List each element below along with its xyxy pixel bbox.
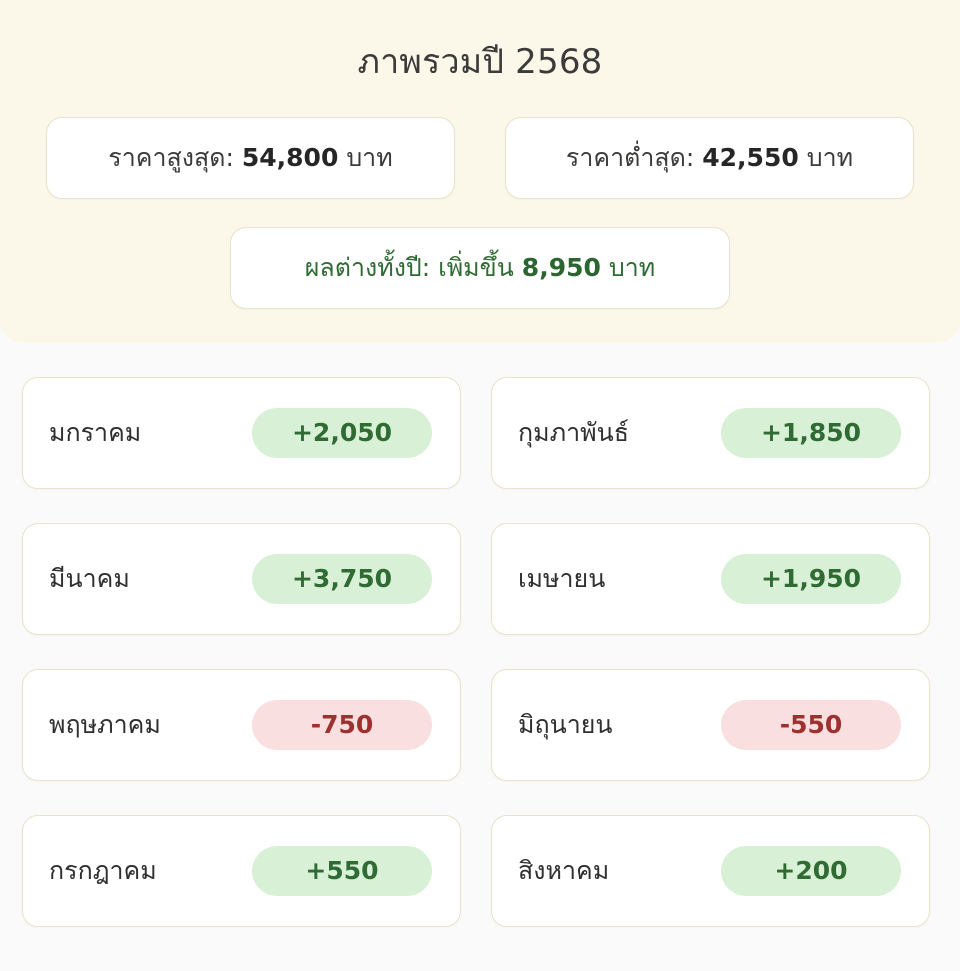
monthly-change-grid: มกราคม +2,050 กุมภาพันธ์ +1,850 มีนาคม +3,750… <box>0 343 960 927</box>
month-name-label: มีนาคม <box>49 563 130 593</box>
yearly-diff-label: ผลต่างทั้งปี: <box>304 252 431 282</box>
month-name-label: มกราคม <box>49 417 142 447</box>
month-card[interactable]: มิถุนายน -550 <box>491 668 930 781</box>
lowest-price-value: 42,550 <box>702 142 799 172</box>
yearly-diff-value: 8,950 <box>521 252 601 282</box>
month-change-badge: +550 <box>252 845 432 896</box>
month-name-label: กุมภาพันธ์ <box>518 417 629 447</box>
month-card[interactable]: พฤษภาคม -750 <box>22 668 461 781</box>
yearly-diff-direction: เพิ่มขึ้น <box>438 252 514 282</box>
lowest-price-card: ราคาต่ำสุด: 42,550 บาท <box>505 116 914 199</box>
stat-card-row: ราคาสูงสุด: 54,800 บาท ราคาต่ำสุด: 42,55… <box>0 116 960 199</box>
month-change-badge: +3,750 <box>252 553 432 604</box>
lowest-price-text: ราคาต่ำสุด: 42,550 บาท <box>566 138 853 178</box>
month-name-label: สิงหาคม <box>518 855 610 885</box>
highest-price-label: ราคาสูงสุด: <box>108 142 234 172</box>
yearly-diff-row: ผลต่างทั้งปี: เพิ่มขึ้น 8,950 บาท <box>0 226 960 309</box>
highest-price-card: ราคาสูงสุด: 54,800 บาท <box>46 116 455 199</box>
month-change-badge: -750 <box>252 699 432 750</box>
highest-price-value: 54,800 <box>241 142 339 172</box>
yearly-diff-unit: บาท <box>608 252 656 282</box>
month-card[interactable]: สิงหาคม +200 <box>491 814 930 927</box>
month-name-label: กรกฎาคม <box>49 855 157 885</box>
lowest-price-unit: บาท <box>806 142 854 172</box>
lowest-price-label: ราคาต่ำสุด: <box>565 142 695 172</box>
month-change-badge: +2,050 <box>252 407 432 458</box>
highest-price-text: ราคาสูงสุด: 54,800 บาท <box>108 138 392 178</box>
highest-price-unit: บาท <box>346 142 393 172</box>
month-change-badge: +1,950 <box>721 553 901 604</box>
month-card[interactable]: เมษายน +1,950 <box>491 522 930 635</box>
month-change-badge: -550 <box>721 699 901 750</box>
year-summary-panel: ภาพรวมปี 2568 ราคาสูงสุด: 54,800 บาท ราค… <box>0 0 960 343</box>
month-card[interactable]: กรกฎาคม +550 <box>22 814 461 927</box>
month-card[interactable]: กุมภาพันธ์ +1,850 <box>491 376 930 489</box>
month-name-label: เมษายน <box>518 563 606 593</box>
month-change-badge: +200 <box>721 845 901 896</box>
month-name-label: มิถุนายน <box>518 709 613 739</box>
month-name-label: พฤษภาคม <box>49 709 161 739</box>
yearly-diff-card: ผลต่างทั้งปี: เพิ่มขึ้น 8,950 บาท <box>230 226 730 309</box>
month-card[interactable]: มีนาคม +3,750 <box>22 522 461 635</box>
month-card[interactable]: มกราคม +2,050 <box>22 376 461 489</box>
yearly-diff-text: ผลต่างทั้งปี: เพิ่มขึ้น 8,950 บาท <box>305 248 655 288</box>
month-change-badge: +1,850 <box>721 407 901 458</box>
page-title: ภาพรวมปี 2568 <box>357 42 603 82</box>
